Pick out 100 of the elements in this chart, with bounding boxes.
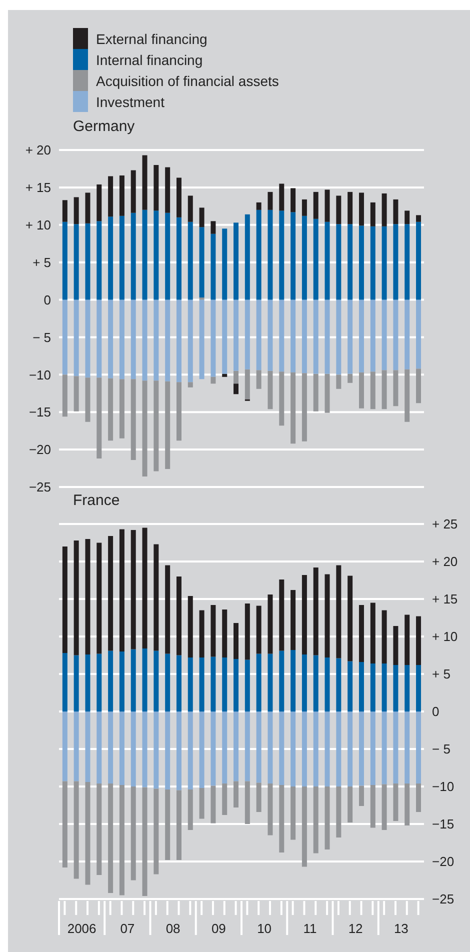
bar (96, 712, 102, 784)
bar (165, 790, 170, 860)
bar (176, 790, 182, 860)
bar (96, 300, 102, 378)
bar (188, 382, 193, 388)
x-tick-label: 2006 (67, 921, 96, 936)
bar (370, 602, 376, 664)
bar (393, 370, 398, 406)
bar (74, 376, 79, 412)
bar (188, 222, 193, 300)
bar (336, 712, 342, 786)
bar (268, 712, 273, 784)
bar (313, 374, 318, 412)
bar (404, 300, 410, 370)
x-tick-label: 13 (394, 921, 408, 936)
bar (222, 784, 228, 815)
bar (154, 210, 159, 300)
legend-label: Internal financing (96, 52, 203, 68)
y-tick-label: −20 (432, 854, 454, 870)
bar (324, 190, 330, 222)
bar (154, 544, 159, 651)
bar (108, 378, 114, 441)
bar (85, 654, 90, 712)
bar (382, 610, 387, 664)
bar (290, 188, 296, 212)
bar (290, 650, 296, 712)
y-tick-label: −10 (28, 367, 51, 382)
bar (199, 610, 204, 658)
bar (324, 222, 330, 300)
bar (393, 665, 398, 712)
bar (393, 199, 398, 224)
bar (358, 372, 364, 408)
bar (382, 664, 387, 712)
bar (348, 661, 353, 712)
y-tick-label: −15 (28, 404, 51, 420)
x-tick-label: 11 (303, 921, 317, 936)
bar (313, 712, 318, 786)
bar (142, 648, 148, 712)
bar (85, 300, 90, 378)
bar (142, 712, 148, 788)
bar (244, 712, 250, 782)
bar (108, 784, 114, 893)
bar (154, 712, 159, 789)
bar (256, 712, 262, 783)
bar (108, 536, 114, 651)
bar (382, 300, 387, 370)
bar (130, 786, 136, 880)
bar (416, 616, 422, 665)
bar (358, 605, 364, 662)
bar (176, 217, 182, 300)
bar (370, 664, 376, 712)
x-tick-label: 10 (257, 921, 272, 936)
legend-label: Investment (96, 94, 164, 110)
bar (348, 786, 353, 822)
bar (188, 300, 193, 382)
bar (188, 790, 193, 830)
bar (268, 370, 273, 410)
bar (62, 222, 68, 300)
bar (244, 369, 250, 400)
bar (199, 300, 204, 380)
bar (130, 530, 136, 650)
bar (119, 785, 124, 896)
bar (62, 546, 68, 653)
bar (62, 374, 68, 417)
bar (336, 565, 342, 658)
bar (313, 786, 318, 854)
bar (154, 300, 159, 381)
bar (416, 368, 422, 404)
bar (290, 372, 296, 444)
bar (119, 529, 124, 652)
bar (222, 300, 228, 374)
bar (290, 212, 296, 300)
bar (130, 712, 136, 786)
chart-title: Germany (73, 118, 135, 135)
y-tick-label: −15 (432, 816, 454, 832)
bar (74, 197, 79, 224)
x-tick-label: 08 (166, 921, 180, 936)
bar (188, 658, 193, 712)
bar (85, 192, 90, 224)
bar (348, 224, 353, 300)
bar (393, 784, 398, 821)
bar (210, 712, 216, 786)
bar (119, 175, 124, 216)
bar (176, 382, 182, 441)
bar (234, 659, 239, 712)
bar (176, 576, 182, 656)
bar (188, 596, 193, 658)
bar (370, 300, 376, 372)
bar (210, 234, 216, 300)
bar (165, 654, 170, 712)
bar (313, 300, 318, 374)
bar (324, 300, 330, 374)
legend-label: Acquisition of financial assets (96, 72, 279, 88)
bar (416, 784, 422, 812)
bar (302, 786, 307, 867)
bar (96, 378, 102, 459)
bar (256, 202, 262, 210)
bar (348, 374, 353, 383)
bar (210, 656, 216, 712)
bar (74, 712, 79, 782)
